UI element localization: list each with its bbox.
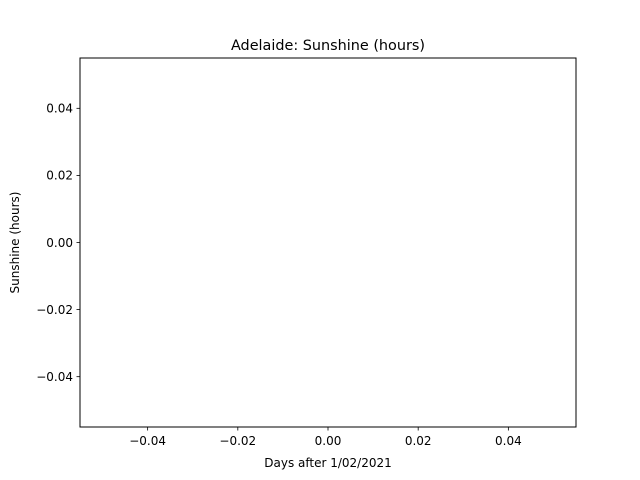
y-tick-label: 0.00	[46, 236, 73, 250]
x-tick-label: −0.04	[129, 434, 166, 448]
y-tick-label: −0.02	[36, 303, 73, 317]
x-tick-label: 0.02	[405, 434, 432, 448]
x-tick-label: 0.04	[495, 434, 522, 448]
x-tick-label: −0.02	[219, 434, 256, 448]
x-axis-label: Days after 1/02/2021	[264, 456, 392, 470]
y-tick-label: −0.04	[36, 370, 73, 384]
x-axis-ticks: −0.04 −0.02 0.00 0.02 0.04	[129, 427, 522, 448]
chart-title: Adelaide: Sunshine (hours)	[231, 38, 425, 54]
x-tick-label: 0.00	[315, 434, 342, 448]
y-axis-label: Sunshine (hours)	[8, 192, 22, 294]
y-tick-label: 0.04	[46, 102, 73, 116]
y-axis-ticks: −0.04 −0.02 0.00 0.02 0.04	[36, 102, 80, 384]
y-tick-label: 0.02	[46, 169, 73, 183]
